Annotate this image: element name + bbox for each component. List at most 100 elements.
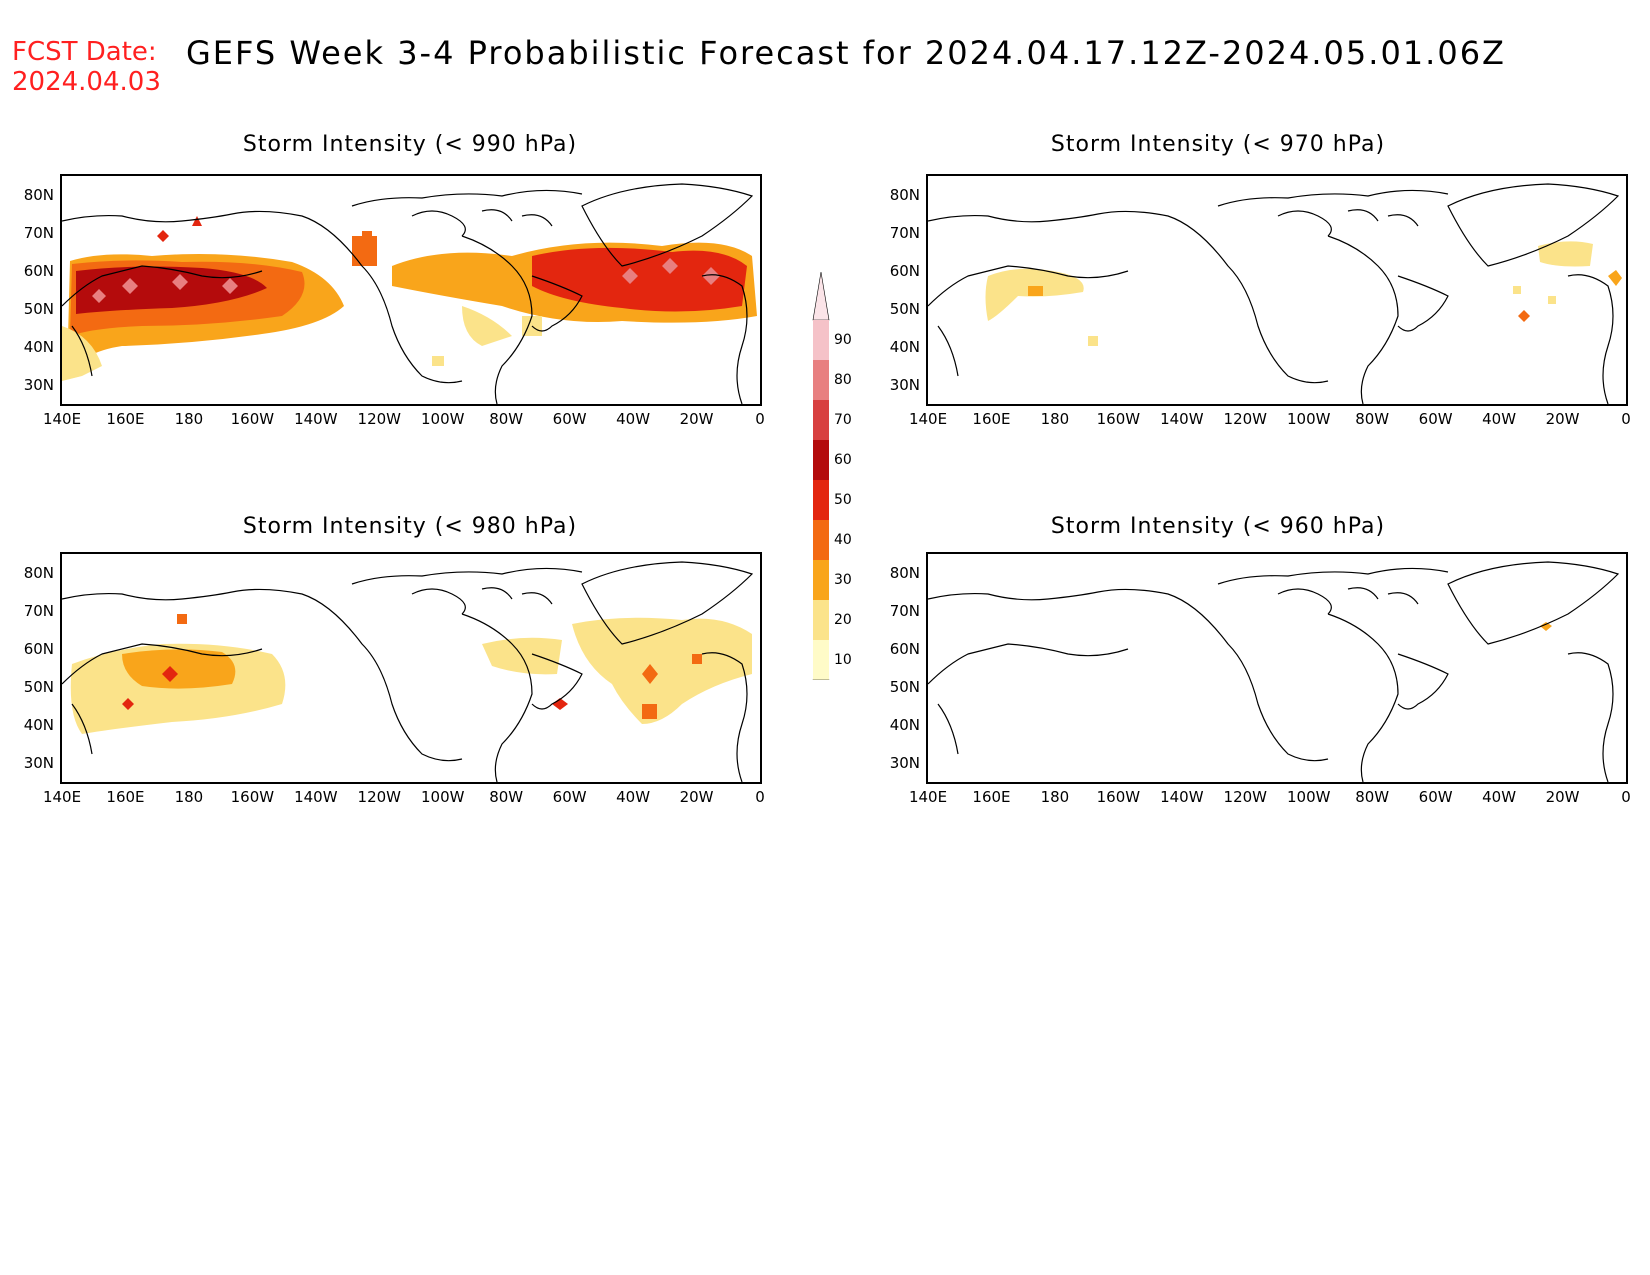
fcst-date-value: 2024.04.03: [12, 67, 161, 97]
lat-tick-label: 70N: [889, 602, 920, 620]
coastlines: [928, 561, 1620, 782]
colorbar-swatch: [813, 440, 829, 480]
lon-tick-label: 140W: [294, 410, 338, 428]
lat-tick-label: 40N: [23, 716, 54, 734]
lat-tick-label: 70N: [23, 602, 54, 620]
lon-tick-label: 140E: [908, 788, 948, 806]
map-canvas-990: [62, 183, 757, 404]
map-panel-970: [926, 174, 1628, 406]
colorbar-level-label: 90: [834, 332, 852, 348]
colorbar: [812, 271, 830, 680]
lon-tick-label: 160W: [1096, 410, 1141, 428]
lon-tick-label: 60W: [1418, 410, 1453, 428]
lat-tick-label: 80N: [889, 186, 920, 204]
colorbar-level-label: 40: [834, 532, 852, 548]
colorbar-swatch: [813, 480, 829, 520]
lon-tick-label: 120W: [357, 410, 401, 428]
colorbar-level-label: 20: [834, 612, 852, 628]
lat-tick-label: 30N: [889, 376, 920, 394]
lon-tick-label: 160E: [972, 788, 1011, 806]
lon-tick-label: 80W: [489, 788, 524, 806]
map-panel-980: [60, 552, 762, 784]
lon-tick-label: 160W: [230, 788, 275, 806]
lon-tick-label: 140W: [1160, 410, 1204, 428]
lon-tick-label: 160E: [972, 410, 1011, 428]
panel-title-960: Storm Intensity (< 960 hPa): [1050, 514, 1386, 539]
probability-shading: [985, 241, 1622, 346]
lon-tick-label: 60W: [552, 788, 587, 806]
lon-tick-label: 40W: [1482, 788, 1517, 806]
lon-tick-label: 140E: [42, 788, 82, 806]
lon-tick-label: 80W: [489, 410, 524, 428]
lon-tick-label: 120W: [1223, 788, 1267, 806]
lon-tick-label: 20W: [679, 788, 714, 806]
lon-tick-label: 80W: [1355, 788, 1390, 806]
lat-tick-label: 30N: [889, 754, 920, 772]
probability-shading: [1540, 622, 1552, 631]
colorbar-level-label: 50: [834, 492, 852, 508]
colorbar-extend-top: [812, 271, 830, 321]
map-panel-990: [60, 174, 762, 406]
lat-tick-label: 30N: [23, 754, 54, 772]
lon-tick-label: 60W: [552, 410, 587, 428]
probability-shading: [70, 614, 752, 734]
colorbar-swatch: [813, 520, 829, 560]
lat-tick-label: 40N: [889, 338, 920, 356]
lon-tick-label: 140W: [1160, 788, 1204, 806]
coastlines: [928, 183, 1620, 404]
lat-tick-label: 40N: [889, 716, 920, 734]
lon-tick-label: 180: [1040, 788, 1070, 806]
colorbar-swatch: [813, 600, 829, 640]
lon-tick-label: 40W: [1482, 410, 1517, 428]
lon-tick-label: 180: [174, 410, 204, 428]
lon-tick-label: 180: [1040, 410, 1070, 428]
lat-tick-label: 50N: [889, 300, 920, 318]
colorbar-swatch: [813, 360, 829, 400]
lat-tick-label: 60N: [889, 640, 920, 658]
lat-tick-label: 40N: [23, 338, 54, 356]
lon-tick-label: 0: [755, 788, 765, 806]
colorbar-swatch: [813, 400, 829, 440]
lon-tick-label: 40W: [616, 788, 651, 806]
map-canvas-970: [928, 183, 1622, 404]
map-panel-960: [926, 552, 1628, 784]
lat-tick-label: 50N: [23, 300, 54, 318]
colorbar-swatch: [813, 640, 829, 680]
lon-tick-label: 0: [1621, 410, 1631, 428]
lat-tick-label: 30N: [23, 376, 54, 394]
lon-tick-label: 0: [1621, 788, 1631, 806]
lon-tick-label: 140W: [294, 788, 338, 806]
lon-tick-label: 20W: [1545, 788, 1580, 806]
panel-title-990: Storm Intensity (< 990 hPa): [242, 132, 578, 157]
lon-tick-label: 60W: [1418, 788, 1453, 806]
lon-tick-label: 0: [755, 410, 765, 428]
lon-tick-label: 140E: [42, 410, 82, 428]
lon-tick-label: 120W: [1223, 410, 1267, 428]
colorbar-level-label: 80: [834, 372, 852, 388]
map-canvas-980: [62, 561, 754, 782]
lon-tick-label: 80W: [1355, 410, 1390, 428]
lat-tick-label: 60N: [23, 640, 54, 658]
colorbar-level-label: 70: [834, 412, 852, 428]
colorbar-level-label: 10: [834, 652, 852, 668]
lat-tick-label: 50N: [889, 678, 920, 696]
coastlines: [62, 561, 754, 782]
lat-tick-label: 60N: [889, 262, 920, 280]
map-canvas-960: [928, 561, 1620, 782]
lon-tick-label: 100W: [1286, 410, 1331, 428]
coastlines: [62, 183, 754, 404]
lon-tick-label: 100W: [1286, 788, 1331, 806]
lon-tick-label: 100W: [420, 788, 465, 806]
panel-title-970: Storm Intensity (< 970 hPa): [1050, 132, 1386, 157]
lat-tick-label: 80N: [23, 186, 54, 204]
lat-tick-label: 60N: [23, 262, 54, 280]
lon-tick-label: 160E: [106, 410, 145, 428]
panel-title-980: Storm Intensity (< 980 hPa): [242, 514, 578, 539]
lat-tick-label: 80N: [889, 564, 920, 582]
lon-tick-label: 20W: [679, 410, 714, 428]
lat-tick-label: 70N: [889, 224, 920, 242]
colorbar-level-label: 30: [834, 572, 852, 588]
probability-shading: [62, 216, 757, 381]
lon-tick-label: 120W: [357, 788, 401, 806]
fcst-date-label: FCST Date:: [12, 37, 157, 67]
